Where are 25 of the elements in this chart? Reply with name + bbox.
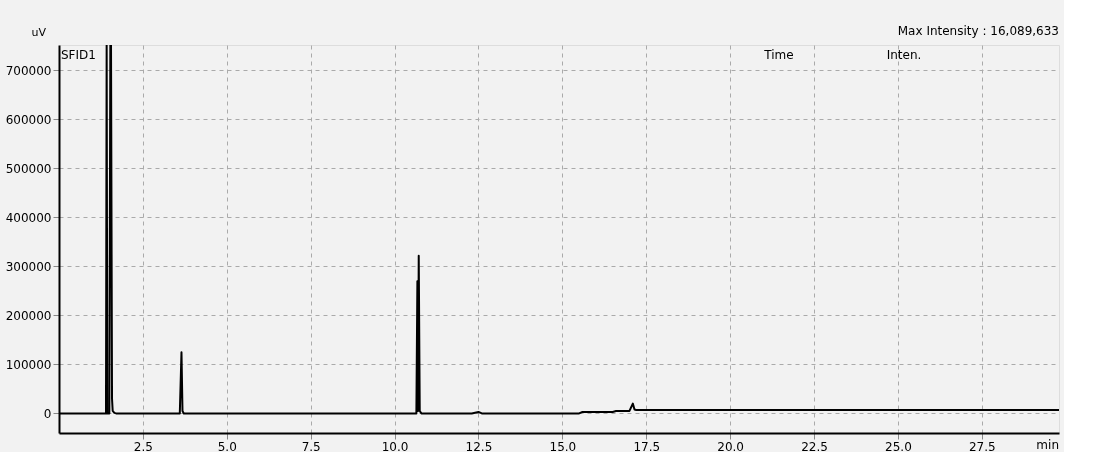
y-tick-label: 200000 [5, 308, 52, 323]
y-axis-title: uV [31, 25, 47, 39]
y-tick-label: 700000 [5, 63, 52, 78]
y-tick-label: 600000 [5, 112, 52, 127]
x-tick-label: 17.5 [633, 439, 661, 452]
y-tick-label: 500000 [5, 161, 52, 176]
x-tick-label: 20.0 [717, 439, 744, 452]
x-tick-label: 2.5 [133, 439, 153, 452]
y-tick-label: 300000 [5, 259, 52, 274]
x-tick-label: 27.5 [968, 439, 996, 452]
x-tick-label: 7.5 [301, 439, 321, 452]
x-tick-label: 22.5 [801, 439, 828, 452]
annotation: Inten. [886, 48, 922, 62]
x-tick-label: 25.0 [885, 439, 912, 452]
x-tick-label: 15.0 [549, 439, 577, 452]
x-tick-label: 5.0 [217, 439, 237, 452]
x-tick-label: 10.0 [381, 439, 409, 452]
y-tick-label: 0 [43, 406, 52, 421]
annotation: SFID1 [61, 48, 96, 62]
x-tick-label: 12.5 [465, 439, 493, 452]
y-tick-label: 100000 [5, 357, 52, 372]
x-axis-title: min [1036, 438, 1059, 452]
annotation: Time [763, 48, 794, 62]
text: Max Intensity : 16,089,633 [897, 24, 1059, 38]
y-tick-label: 400000 [5, 210, 52, 225]
